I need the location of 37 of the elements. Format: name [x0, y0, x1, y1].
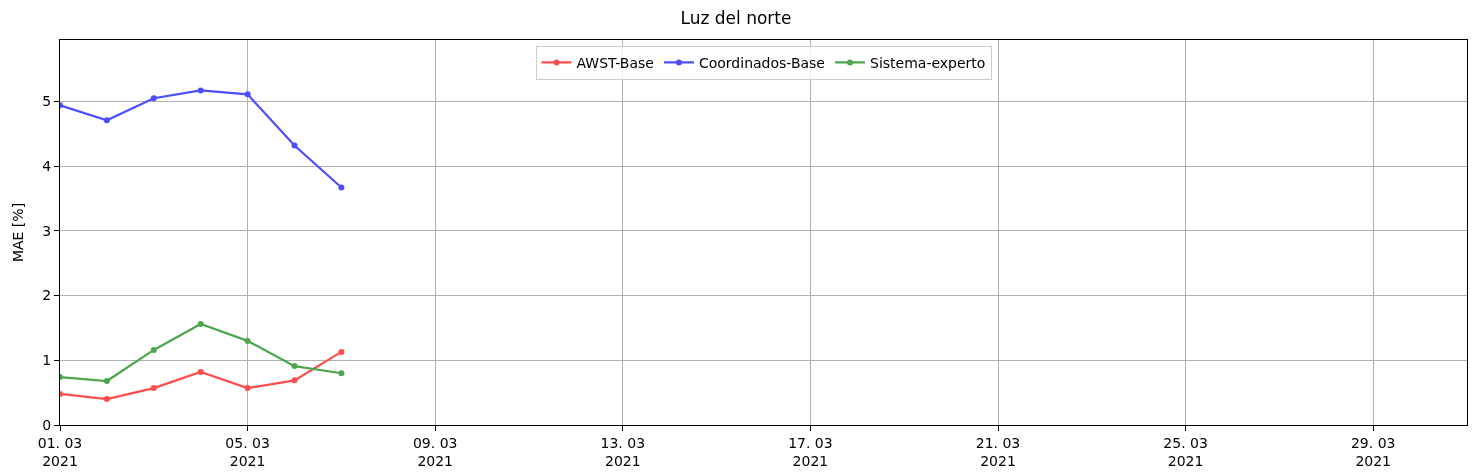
x-tick-label: 25. 03 2021 — [1163, 434, 1208, 469]
point — [244, 91, 251, 98]
y-tick-label: 4 — [42, 158, 52, 175]
legend-label: AWST-Base — [576, 54, 654, 71]
point — [291, 377, 298, 384]
y-tick-label: 0 — [42, 416, 52, 433]
point — [291, 363, 298, 370]
x-tick-label: 01. 03 2021 — [37, 434, 83, 469]
point — [291, 142, 298, 149]
point — [244, 385, 251, 392]
point — [338, 184, 345, 191]
x-tick-label: 29. 03 2021 — [1350, 434, 1396, 469]
point — [150, 95, 157, 102]
point — [150, 385, 157, 392]
point — [197, 321, 204, 328]
point — [197, 87, 204, 94]
point — [103, 378, 110, 384]
x-tick-label: 05. 03 2021 — [225, 434, 270, 469]
point — [103, 396, 110, 403]
x-tick-label: 17. 03 2021 — [788, 434, 833, 469]
point — [150, 346, 157, 353]
x-tick-label: 13. 03 2021 — [600, 434, 646, 469]
legend-label: Coordinados-Base — [698, 54, 825, 71]
point — [338, 348, 345, 355]
x-tick-label: 21. 03 2021 — [975, 434, 1021, 469]
legend-label: Sistema-experto — [870, 54, 986, 71]
y-tick-label: 2 — [42, 287, 52, 304]
y-axis-title: MAE [%] — [9, 202, 26, 263]
x-tick-label: 09. 03 2021 — [412, 434, 458, 469]
point — [103, 117, 110, 124]
y-tick-label: 3 — [42, 222, 52, 239]
chart-title: Luz del norte — [680, 7, 792, 28]
point — [338, 370, 345, 377]
y-tick-label: 1 — [42, 352, 52, 369]
point — [197, 368, 204, 375]
point — [244, 337, 251, 344]
y-tick-label: 5 — [42, 93, 52, 110]
